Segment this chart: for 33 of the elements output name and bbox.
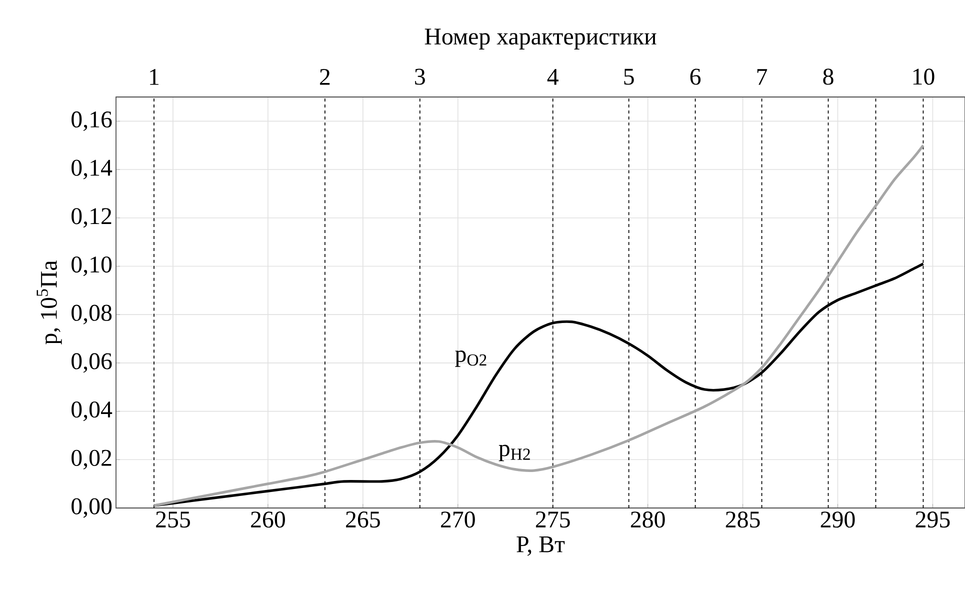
annotation: 6 [690, 68, 701, 85]
x-tick-label: 275 [536, 512, 570, 528]
y-axis-title: p, 10$^{5}$Па [36, 260, 62, 344]
y-tick-label: 0,14 [72, 160, 112, 180]
x-tick-label: 265 [346, 512, 380, 528]
annotation: 5 [624, 68, 634, 85]
x-tick-label: 260 [251, 512, 285, 528]
line-series [152, 144, 925, 507]
y-tick-label: 0,04 [72, 402, 112, 422]
x-axis-title: P, Вт [516, 536, 565, 556]
series-label: p$_{H2}$ [498, 444, 530, 462]
annotation: 4 [547, 69, 558, 85]
y-tick-label: 0,10 [72, 256, 112, 276]
annotation: 2 [320, 68, 330, 85]
x-tick-label: 295 [916, 512, 950, 528]
y-tick-label: 0,02 [72, 450, 112, 470]
y-tick-label: 0,16 [72, 111, 112, 131]
y-tick-label: 0,08 [72, 304, 112, 324]
annotation: 3 [415, 68, 425, 85]
x-tick-label: 270 [440, 512, 475, 528]
x2-axis-title: Номер характеристики [424, 28, 656, 50]
y-tick-label: 0,00 [72, 498, 112, 518]
x-tick-label: 290 [820, 512, 855, 528]
annotation: 1 [150, 69, 159, 85]
y-tick-label: 0,06 [72, 353, 112, 373]
y-tick-label: 0,12 [72, 208, 112, 228]
annotation: 10 [913, 68, 934, 85]
x-tick-label: 255 [156, 512, 190, 528]
annotation: 8 [823, 68, 834, 85]
x-tick-label: 285 [726, 512, 760, 528]
series-label: p$_{O2}$ [455, 350, 486, 367]
x-tick-label: 280 [630, 512, 665, 528]
annotation: 7 [757, 69, 768, 85]
